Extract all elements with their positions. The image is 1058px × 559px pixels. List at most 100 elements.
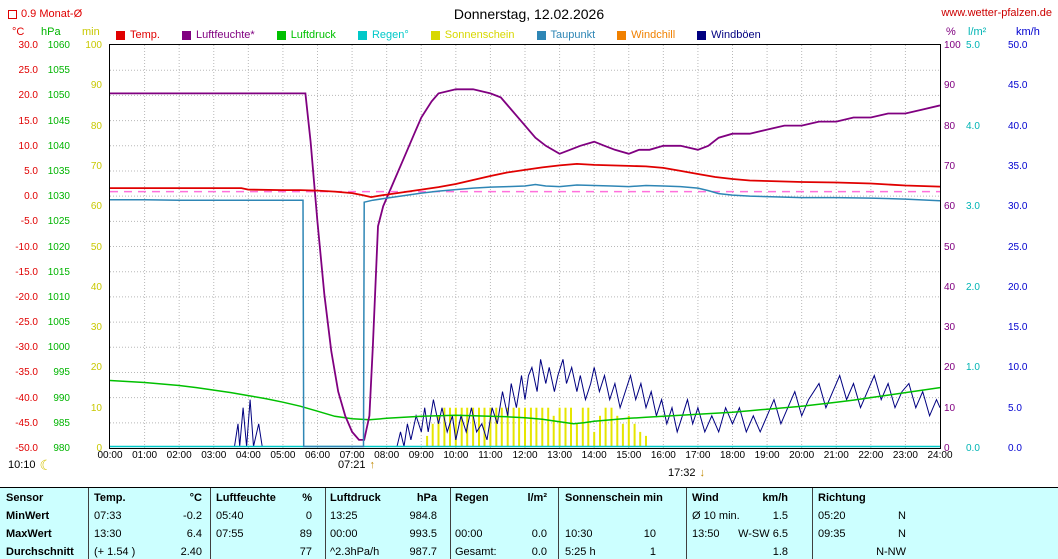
axis-tick-label: 1050 bbox=[47, 90, 70, 102]
axis-tick-label: 20 bbox=[944, 362, 956, 374]
axis-wind-ticks: 50.0 45.0 40.0 35.0 30.0 25.0 20.0 15.0 10.0 5.0 0… bbox=[1008, 0, 1044, 559]
legend-swatch-icon bbox=[357, 30, 367, 40]
x-axis-tick-label: 09:00 bbox=[408, 450, 434, 461]
unit-pressure: hPa bbox=[41, 26, 61, 38]
table-cell: Durchschnitt bbox=[6, 546, 74, 558]
axis-tick-label: 15.0 bbox=[1008, 322, 1028, 334]
axis-tick-label: 10 bbox=[90, 402, 102, 414]
axis-tick-label: 5.0 bbox=[24, 165, 38, 177]
legend-swatch-icon bbox=[181, 30, 191, 40]
table-cell: 1.5 bbox=[772, 510, 788, 522]
table-cell: 987.7 bbox=[409, 546, 437, 558]
axis-tick-label: 10 bbox=[944, 402, 956, 414]
axis-tick-label: 80 bbox=[944, 120, 956, 132]
table-header-cell: Temp. bbox=[94, 492, 126, 504]
table-cell: 13:50 bbox=[692, 528, 720, 540]
axis-tick-label: -45.0 bbox=[15, 417, 38, 429]
table-cell: 00:00 bbox=[330, 528, 358, 540]
x-axis-tick-label: 00:00 bbox=[97, 450, 123, 461]
axis-tick-label: 70 bbox=[90, 160, 102, 172]
axis-tick-label: 0.0 bbox=[966, 443, 980, 454]
axis-tick-label: -35.0 bbox=[15, 367, 38, 379]
axis-tick-label: 100 bbox=[944, 40, 961, 51]
table-separator bbox=[686, 488, 687, 559]
legend-label: Windchill bbox=[631, 29, 676, 41]
table-cell: 2.40 bbox=[180, 546, 202, 558]
axis-tick-label: 90 bbox=[944, 80, 956, 92]
x-axis-tick-label: 10:00 bbox=[443, 450, 469, 461]
website-link[interactable]: www.wetter-pfalzen.de bbox=[941, 7, 1052, 19]
unit-sunshine: min bbox=[82, 26, 100, 38]
legend: Temp. Luftfeuchte* Luftdruck Regen° Sonnensc… bbox=[116, 29, 761, 41]
legend-item: Sonnenschein bbox=[430, 29, 515, 41]
table-header-cell: Regen bbox=[455, 492, 489, 504]
axis-tick-label: 30.0 bbox=[1008, 201, 1028, 213]
sunrise-time-label: 07:21 bbox=[338, 459, 366, 471]
unit-wind: km/h bbox=[1016, 26, 1040, 38]
x-axis-tick-label: 19:00 bbox=[754, 450, 780, 461]
table-cell: 984.8 bbox=[409, 510, 437, 522]
table-cell: (+ 1.54 ) bbox=[94, 546, 136, 558]
table-cell: 13:25 bbox=[330, 510, 358, 522]
axis-tick-label: 20 bbox=[90, 362, 102, 374]
sunset-time-label: 17:32 bbox=[668, 467, 696, 479]
axis-tick-label: 45.0 bbox=[1008, 80, 1028, 92]
table-cell: 05:20 bbox=[818, 510, 846, 522]
table-separator bbox=[210, 488, 211, 559]
axis-tick-label: 40 bbox=[90, 281, 102, 293]
axis-sunshine-ticks: 100 90 80 70 60 50 40 30 20 10 0 bbox=[72, 0, 102, 559]
axis-tick-label: -25.0 bbox=[15, 317, 38, 329]
axis-tick-label: 1060 bbox=[47, 40, 70, 51]
legend-label: Luftdruck bbox=[290, 29, 336, 41]
axis-tick-label: -15.0 bbox=[15, 266, 38, 278]
table-cell: 0 bbox=[305, 510, 312, 522]
month-average-indicator: 0.9 Monat-Ø bbox=[8, 8, 82, 20]
legend-label: Sonnenschein bbox=[444, 29, 515, 41]
axis-tick-label: 10.0 bbox=[18, 140, 38, 152]
axis-tick-label: 20.0 bbox=[18, 90, 38, 102]
axis-tick-label: 2.0 bbox=[966, 281, 980, 293]
x-axis-tick-label: 20:00 bbox=[789, 450, 815, 461]
x-axis-tick-label: 14:00 bbox=[581, 450, 607, 461]
table-header-cell: hPa bbox=[416, 492, 437, 504]
axis-tick-label: 90 bbox=[90, 80, 102, 92]
axis-tick-label: 0.0 bbox=[24, 191, 38, 203]
moon-time-label: 10:10 bbox=[8, 459, 36, 471]
table-header-cell: Richtung bbox=[818, 492, 866, 504]
chart-plot-area bbox=[109, 44, 941, 449]
x-axis-tick-label: 16:00 bbox=[650, 450, 676, 461]
axis-tick-label: 1045 bbox=[47, 115, 70, 127]
table-cell: 0.0 bbox=[531, 546, 547, 558]
table-separator bbox=[88, 488, 89, 559]
sunset-arrow-icon: ↓ bbox=[699, 467, 706, 479]
x-axis-tick-label: 22:00 bbox=[858, 450, 884, 461]
legend-swatch-icon bbox=[116, 30, 125, 40]
axis-tick-label: 1015 bbox=[47, 266, 70, 278]
table-header-cell: km/h bbox=[762, 492, 788, 504]
table-header-cell: Sonnenschein min bbox=[565, 492, 663, 504]
x-axis-tick-label: 17:00 bbox=[685, 450, 711, 461]
x-axis-tick-label: 03:00 bbox=[201, 450, 227, 461]
table-cell: 5:25 h bbox=[565, 546, 596, 558]
axis-tick-label: 30 bbox=[944, 322, 956, 334]
x-axis-tick-label: 07:00 bbox=[339, 450, 365, 461]
table-cell: 1.8 bbox=[772, 546, 788, 558]
table-separator bbox=[558, 488, 559, 559]
axis-tick-label: 50 bbox=[90, 241, 102, 253]
series-gusts bbox=[110, 359, 940, 447]
month-average-label: 0.9 Monat-Ø bbox=[21, 8, 83, 20]
table-separator bbox=[450, 488, 451, 559]
table-cell: MaxWert bbox=[6, 528, 52, 540]
sunrise-arrow-icon: ↑ bbox=[369, 459, 376, 471]
table-cell: 77 bbox=[299, 546, 312, 558]
axis-tick-label: 50.0 bbox=[1008, 40, 1028, 51]
series-humidity bbox=[110, 88, 940, 441]
unit-temp: °C bbox=[12, 26, 25, 38]
legend-label: Windböen bbox=[711, 29, 761, 41]
axis-tick-label: -50.0 bbox=[15, 443, 38, 454]
x-axis-tick-label: 06:00 bbox=[304, 450, 331, 461]
series-dewpoint bbox=[110, 183, 940, 448]
axis-tick-label: 100 bbox=[85, 40, 102, 51]
legend-swatch-icon bbox=[617, 30, 627, 40]
